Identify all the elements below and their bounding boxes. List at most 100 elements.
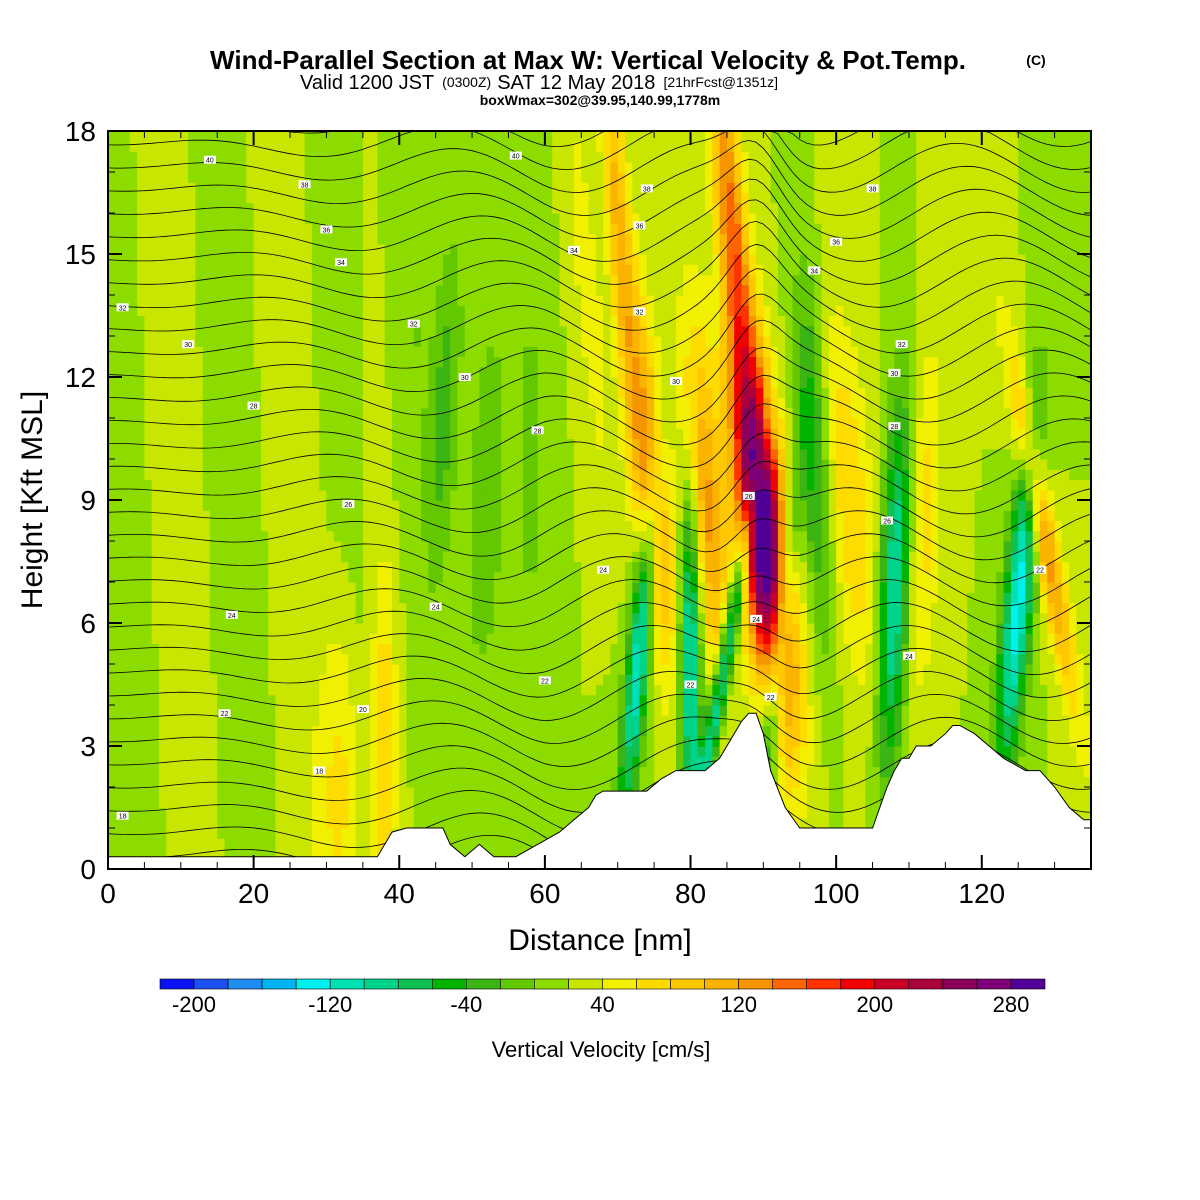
velocity-cell [239,848,247,860]
velocity-cell [442,284,451,296]
velocity-cell [311,141,320,153]
velocity-cell [588,705,597,716]
velocity-cell [137,643,145,655]
velocity-cell [523,295,531,306]
velocity-cell [341,684,349,696]
velocity-cell [523,448,531,460]
velocity-cell [603,551,611,563]
velocity-cell [311,807,320,819]
velocity-cell [144,612,153,624]
velocity-cell [479,202,488,214]
velocity-cell [370,438,378,450]
velocity-cell [231,223,240,235]
velocity-cell [297,541,306,552]
velocity-cell [239,807,247,819]
velocity-cell [151,653,160,665]
velocity-cell [202,182,211,194]
velocity-cell [603,612,611,624]
velocity-cell [224,356,233,368]
velocity-cell [581,510,590,522]
velocity-cell [523,284,531,296]
velocity-cell [501,192,510,204]
velocity-cell [479,366,488,378]
velocity-cell [399,346,408,358]
velocity-cell [457,192,466,204]
velocity-cell [311,305,320,317]
velocity-cell [523,489,531,501]
velocity-cell [501,131,510,142]
velocity-cell [348,141,357,153]
velocity-cell [421,520,429,532]
velocity-cell [166,418,175,429]
velocity-cell [144,346,153,358]
velocity-cell [603,500,611,511]
velocity-cell [392,479,400,491]
velocity-cell [224,500,233,511]
velocity-cell [151,192,160,204]
velocity-cell [239,418,247,429]
velocity-cell [581,213,590,224]
velocity-cell [559,172,568,183]
velocity-cell [392,418,400,429]
velocity-cell [442,561,451,573]
velocity-cell [217,315,226,327]
velocity-cell [552,602,561,614]
velocity-cell [188,674,196,686]
velocity-cell [406,295,415,306]
velocity-cell [108,623,116,634]
velocity-cell [435,315,444,327]
velocity-cell [566,377,575,388]
velocity-cell [581,643,590,655]
velocity-cell [231,787,240,798]
velocity-cell [333,787,342,798]
velocity-cell [217,664,226,675]
velocity-cell [159,694,167,706]
velocity-cell [173,366,182,378]
velocity-cell [493,366,502,378]
velocity-cell [362,510,371,522]
velocity-cell [290,356,298,368]
velocity-cell [159,387,167,399]
velocity-cell [348,397,357,409]
velocity-cell [530,161,539,173]
velocity-cell [159,366,167,378]
velocity-cell [348,479,357,491]
velocity-cell [581,377,590,388]
velocity-cell [341,479,349,491]
velocity-cell [544,366,553,378]
velocity-cell [231,325,240,337]
velocity-cell [115,377,124,388]
velocity-cell [603,202,611,214]
velocity-cell [260,530,269,542]
velocity-cell [552,776,561,788]
velocity-cell [523,418,531,429]
velocity-cell [129,848,138,860]
velocity-cell [544,500,553,511]
velocity-cell [450,141,459,153]
velocity-cell [603,141,611,153]
velocity-cell [253,633,262,645]
velocity-cell [544,336,553,347]
velocity-cell [348,315,357,327]
velocity-cell [355,633,364,645]
velocity-cell [253,438,262,450]
velocity-cell [384,233,393,245]
velocity-cell [297,192,306,204]
velocity-cell [217,192,226,204]
velocity-cell [472,602,480,614]
velocity-cell [188,459,196,470]
velocity-cell [202,838,211,850]
chart-subtitle: Valid 1200 JST (0300Z) SAT 12 May 2018 [21h… [300,72,778,94]
velocity-cell [333,284,342,296]
velocity-cell [515,202,524,214]
velocity-cell [333,202,342,214]
velocity-cell [180,305,189,317]
velocity-cell [552,438,561,450]
velocity-cell [260,807,269,819]
velocity-cell [377,612,386,624]
velocity-cell [297,305,306,317]
velocity-cell [450,264,459,276]
velocity-cell [209,828,218,839]
velocity-cell [421,264,429,276]
velocity-cell [523,776,531,788]
